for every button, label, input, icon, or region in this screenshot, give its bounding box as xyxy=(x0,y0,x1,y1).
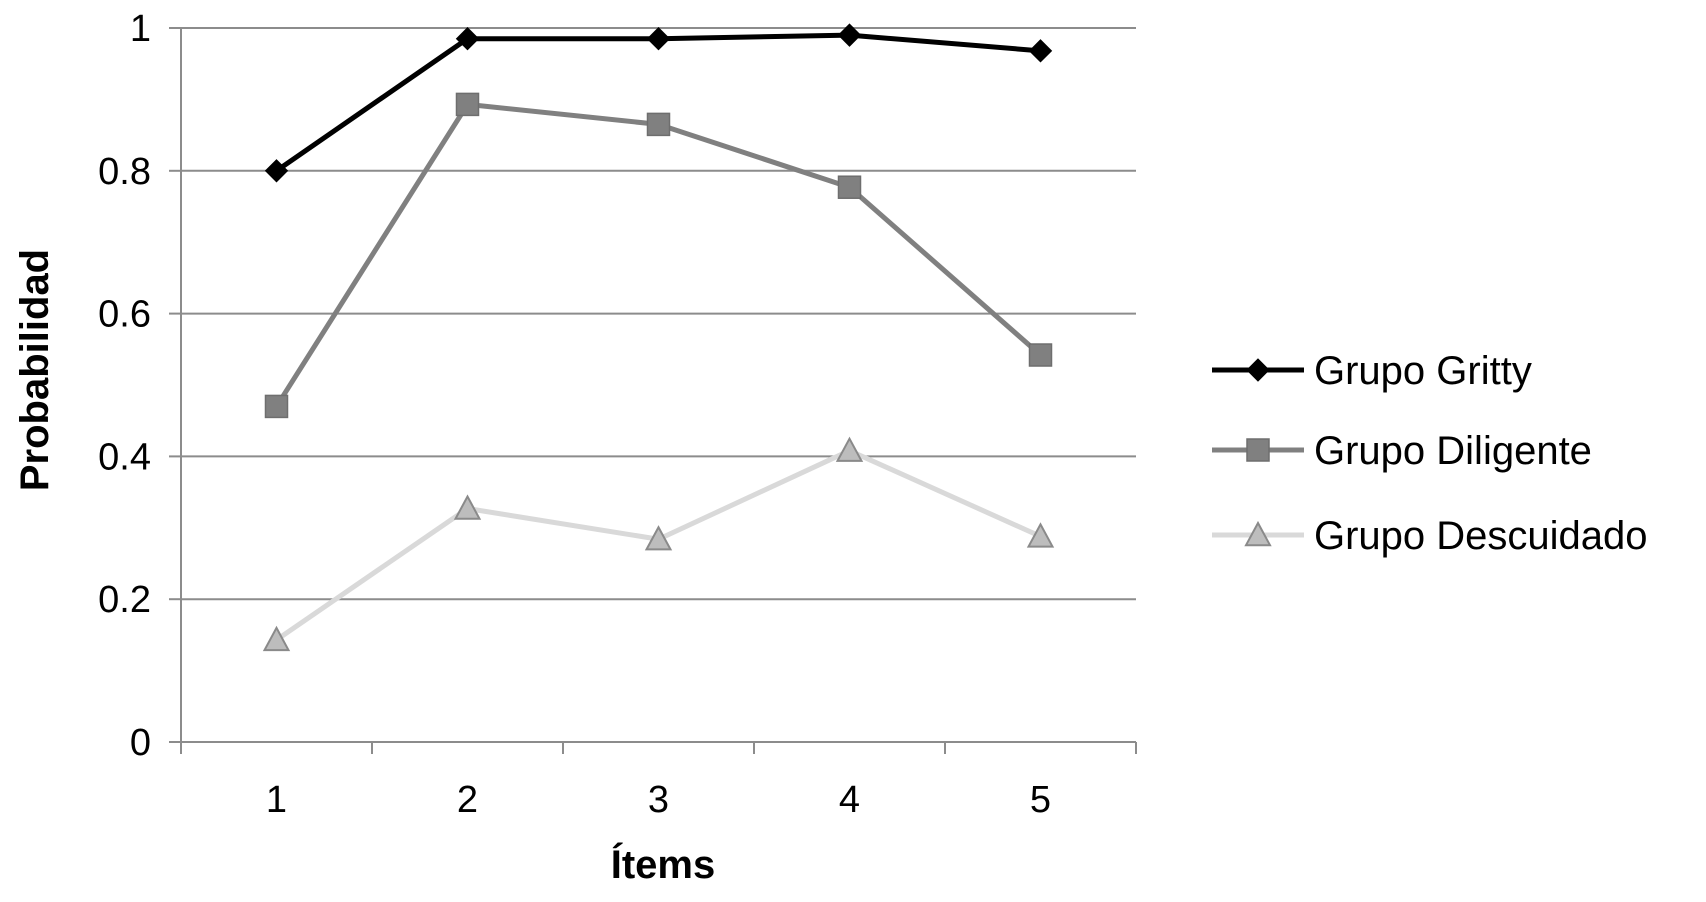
data-point xyxy=(1026,522,1055,548)
series-line xyxy=(274,101,1043,408)
legend-label: Grupo Gritty xyxy=(1314,349,1532,393)
data-point xyxy=(1028,343,1053,367)
legend-marker xyxy=(1244,520,1272,547)
x-tick-label: 4 xyxy=(839,779,860,821)
data-point xyxy=(264,159,289,183)
legend-marker xyxy=(1246,438,1270,462)
data-point xyxy=(264,394,289,419)
legend-label: Grupo Descuidado xyxy=(1314,514,1648,558)
legend-item: Grupo Descuidado xyxy=(1212,514,1648,558)
y-tick-label: 0.2 xyxy=(98,579,151,621)
y-tick-label: 0.4 xyxy=(98,436,151,478)
data-point xyxy=(837,23,862,47)
x-axis-title: Ítems xyxy=(611,842,716,887)
series-grupo-gritty xyxy=(264,23,1053,183)
x-tick-label: 1 xyxy=(266,779,287,821)
series-line xyxy=(275,32,1041,173)
data-point xyxy=(455,92,480,117)
data-point xyxy=(835,436,864,462)
legend-marker xyxy=(1246,358,1270,382)
x-tick-labels: 1 2 3 4 5 xyxy=(266,779,1051,821)
y-axis-title: Probabilidad xyxy=(13,249,57,491)
data-point xyxy=(837,175,862,199)
y-tick-label: 0.6 xyxy=(98,294,151,336)
y-tick-label: 0 xyxy=(130,722,151,764)
y-tick-label: 1 xyxy=(130,8,151,50)
data-point xyxy=(455,27,480,51)
data-point xyxy=(262,625,291,652)
x-tick-label: 3 xyxy=(648,779,669,821)
legend-item: Grupo Diligente xyxy=(1212,429,1592,473)
data-point xyxy=(644,525,673,551)
data-point xyxy=(646,27,671,51)
series-grupo-descuidado xyxy=(262,436,1055,652)
x-tick-label: 5 xyxy=(1030,779,1051,821)
x-tick-label: 2 xyxy=(457,779,478,821)
legend-label: Grupo Diligente xyxy=(1314,429,1592,473)
data-point xyxy=(646,112,671,137)
axes xyxy=(169,27,1137,754)
y-tick-labels: 0 0.2 0.4 0.6 0.8 1 xyxy=(98,8,151,764)
y-tick-label: 0.8 xyxy=(98,151,151,193)
series-group xyxy=(262,23,1055,652)
data-point xyxy=(453,494,482,520)
legend-item: Grupo Gritty xyxy=(1212,349,1532,393)
series-grupo-diligente xyxy=(264,92,1053,419)
legend: Grupo Gritty Grupo Diligente Grupo Descuid… xyxy=(1212,349,1648,558)
data-point xyxy=(1028,39,1053,63)
